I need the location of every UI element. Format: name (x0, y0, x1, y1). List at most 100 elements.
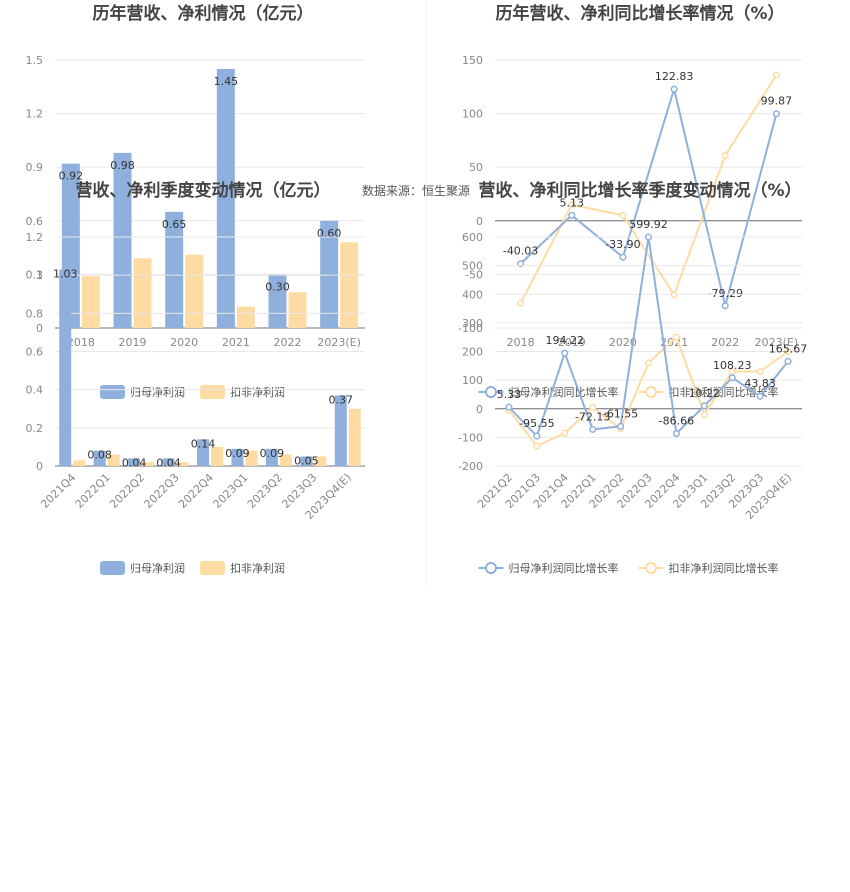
y-tick-label: -50 (465, 268, 483, 281)
data-label: 599.92 (629, 218, 668, 231)
data-label: -86.66 (659, 415, 694, 428)
legend-item[interactable]: 归母净利润 (100, 385, 185, 399)
series-line (519, 74, 778, 304)
data-label: 5.33 (497, 388, 522, 401)
data-label: 43.83 (744, 377, 776, 390)
legend-item[interactable]: 归母净利润同比增长率 (478, 385, 619, 399)
chart-title: 营收、净利同比增长率季度变动情况（%） (478, 180, 801, 201)
data-label: 0.09 (225, 447, 250, 460)
data-point (772, 71, 780, 79)
data-label: 122.83 (655, 70, 694, 83)
x-tick-label: 2018 (507, 336, 535, 349)
y-tick-label: 200 (462, 346, 483, 359)
y-tick-label: 0 (476, 215, 483, 228)
legend-item[interactable]: 扣非净利润同比增长率 (638, 561, 779, 575)
data-label: 108.23 (713, 359, 752, 372)
bar (279, 454, 292, 466)
data-point (505, 403, 513, 411)
legend-item[interactable]: 归母净利润同比增长率 (478, 561, 619, 575)
x-tick-label: 2023(E) (755, 336, 799, 349)
x-tick-label: 2021 (222, 336, 250, 349)
bar (314, 456, 327, 466)
y-tick-label: 1.2 (26, 231, 44, 244)
legend-label: 扣非净利润同比增长率 (669, 561, 779, 575)
data-point (533, 432, 541, 440)
data-point (589, 403, 597, 411)
data-label: 0.09 (260, 447, 285, 460)
legend-marker (645, 386, 657, 398)
x-tick-label: 2022Q1 (73, 471, 113, 511)
legend-item[interactable]: 扣非净利润 (200, 385, 285, 399)
bar (128, 458, 141, 466)
x-tick-label: 2019 (558, 336, 586, 349)
legend-label: 归母净利润 (130, 385, 185, 399)
y-tick-label: -200 (458, 460, 483, 473)
data-label: 165.67 (769, 342, 808, 355)
data-point (568, 211, 576, 219)
bar (113, 152, 132, 328)
data-point (644, 233, 653, 241)
data-point (672, 333, 680, 341)
data-point (670, 85, 678, 93)
legend-swatch (200, 385, 225, 399)
legend-marker (485, 562, 497, 574)
x-tick-label: 2018 (67, 336, 95, 349)
y-tick-label: 0 (476, 403, 483, 416)
legend-swatch (100, 561, 125, 575)
bar (236, 306, 255, 328)
data-label: -72.13 (575, 410, 610, 423)
bar (59, 269, 72, 466)
series-line (519, 85, 778, 307)
data-label: 0.98 (110, 159, 135, 172)
data-point (721, 151, 729, 159)
legend-marker (485, 386, 497, 398)
data-point (533, 442, 541, 450)
data-label: -95.55 (519, 417, 554, 430)
data-label: 0.30 (265, 280, 290, 293)
legend-label: 归母净利润同比增长率 (509, 561, 619, 575)
data-point (619, 211, 627, 219)
data-label: 194.22 (546, 334, 585, 347)
data-point (517, 299, 525, 307)
x-tick-label: 2023(E) (317, 336, 361, 349)
legend-item[interactable]: 归母净利润 (100, 561, 185, 575)
data-point (670, 291, 678, 299)
y-tick-label: 0.2 (26, 422, 44, 435)
data-point (517, 260, 525, 268)
bar (334, 395, 347, 466)
data-point (672, 430, 680, 438)
y-tick-label: 600 (462, 231, 483, 244)
legend-item[interactable]: 扣非净利润 (200, 561, 285, 575)
chart-title: 历年营收、净利同比增长率情况（%） (495, 3, 784, 24)
chart-title: 历年营收、净利情况（亿元） (93, 3, 314, 24)
data-label: -40.03 (503, 245, 538, 258)
y-tick-label: 1.5 (26, 54, 44, 67)
x-tick-label: 2023Q2 (245, 471, 285, 511)
data-point (589, 425, 597, 433)
x-tick-label: 2022 (711, 336, 739, 349)
y-tick-label: -100 (458, 322, 483, 335)
data-label: 0.60 (317, 227, 342, 240)
bar (142, 462, 155, 466)
bar (340, 242, 359, 328)
y-tick-label: 150 (462, 54, 483, 67)
bar (73, 460, 86, 466)
data-point (721, 302, 729, 310)
x-tick-label: 2022Q2 (107, 471, 147, 511)
y-tick-label: 1.2 (26, 108, 44, 121)
bar (300, 456, 313, 466)
legend-label: 扣非净利润 (230, 385, 285, 399)
bar (93, 450, 106, 466)
data-label: 10.22 (689, 387, 721, 400)
data-label: 0.92 (59, 170, 84, 183)
x-tick-label: 2023Q1 (211, 471, 251, 511)
y-tick-label: -100 (458, 431, 483, 444)
y-tick-label: 100 (462, 108, 483, 121)
y-tick-label: 0.6 (26, 346, 44, 359)
legend-label: 归母净利润 (130, 561, 185, 575)
y-tick-label: 0 (36, 460, 43, 473)
legend-swatch (200, 561, 225, 575)
data-point (784, 347, 792, 356)
bar (211, 446, 223, 466)
y-tick-label: 50 (469, 161, 483, 174)
